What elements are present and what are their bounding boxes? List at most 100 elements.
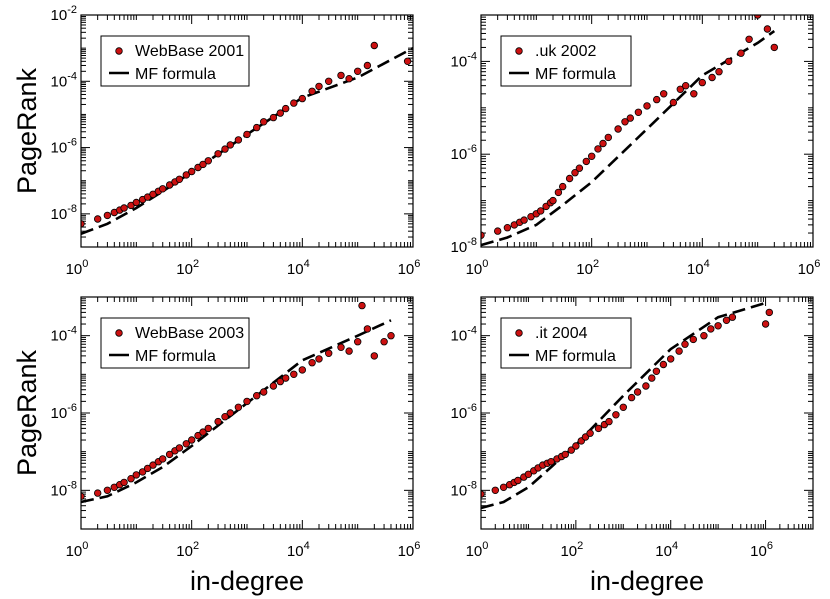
- data-point: [234, 136, 243, 144]
- data-point: [594, 145, 602, 153]
- data-point: [290, 99, 298, 107]
- legend: WebBase 2003 MF formula: [100, 317, 250, 369]
- y-tick-label: 10-8: [451, 236, 477, 256]
- data-point: [298, 366, 306, 374]
- data-point: [120, 204, 128, 212]
- legend: .it 2004 MF formula: [500, 317, 632, 369]
- data-point: [221, 413, 229, 421]
- data-point: [403, 57, 412, 65]
- data-point: [370, 41, 378, 50]
- data-point: [520, 216, 528, 224]
- legend-box: [100, 35, 250, 87]
- data-point: [226, 409, 234, 417]
- data-point: [537, 207, 545, 215]
- data-point: [290, 370, 298, 378]
- data-point: [315, 82, 323, 91]
- data-point: [503, 223, 512, 232]
- data-point: [627, 393, 636, 402]
- data-point: [765, 308, 773, 317]
- data-point: [715, 67, 723, 76]
- data-point: [165, 450, 174, 459]
- x-tick-label: 100: [66, 258, 89, 278]
- data-point: [770, 43, 778, 52]
- panel-bottom-right: 100 102 104 106 10-8 10-6 10-4 .it 2004 MF formu…: [451, 296, 814, 560]
- x-tick-label: 106: [750, 540, 773, 560]
- legend-label-data: WebBase 2003: [135, 325, 244, 342]
- data-point: [612, 411, 620, 419]
- data-point: [698, 78, 706, 87]
- data-point: [514, 476, 522, 485]
- data-point: [605, 417, 613, 426]
- mf-formula-line: [81, 46, 413, 236]
- data-point: [325, 77, 333, 85]
- y-tick-label: 10-4: [451, 325, 477, 345]
- data-point: [614, 125, 622, 133]
- data-point: [325, 349, 333, 357]
- data-point: [626, 114, 634, 122]
- data-point: [81, 220, 85, 228]
- data-point: [282, 374, 290, 382]
- data-point: [494, 227, 502, 235]
- data-point: [354, 67, 362, 75]
- data-point: [561, 450, 569, 459]
- data-point: [363, 325, 372, 333]
- data-point: [345, 74, 353, 83]
- data-point: [132, 198, 140, 207]
- data-point: [260, 118, 268, 126]
- data-point: [120, 478, 128, 487]
- x-tick-label: 104: [287, 540, 310, 560]
- data-point: [681, 340, 689, 348]
- legend: .uk 2002 MF formula: [500, 35, 632, 87]
- plot-area: [481, 301, 773, 510]
- data-point: [633, 388, 642, 396]
- data-point: [648, 374, 656, 382]
- data-point: [588, 152, 596, 160]
- plot-frame: [480, 296, 814, 530]
- plot-frame: [480, 14, 814, 248]
- data-point: [642, 382, 650, 390]
- data-point: [554, 188, 563, 197]
- x-axis-title-left: in-degree: [190, 566, 304, 596]
- y-tick-label: 10-6: [51, 137, 77, 157]
- data-point: [370, 352, 378, 360]
- data-point: [660, 90, 668, 98]
- data-point: [143, 464, 152, 473]
- x-tick-label: 102: [560, 540, 583, 560]
- data-point: [282, 104, 290, 113]
- y-tick-label: 10-4: [51, 325, 77, 345]
- data-point: [337, 71, 345, 80]
- data-point: [253, 392, 261, 400]
- legend-marker: [515, 329, 523, 337]
- data-point: [199, 428, 207, 436]
- x-tick-label: 104: [687, 258, 710, 278]
- data-point: [158, 455, 167, 463]
- y-tick-label: 10-6: [51, 402, 77, 422]
- legend-label-data: .uk 2002: [535, 43, 596, 60]
- data-point: [358, 301, 366, 310]
- data-point: [234, 403, 243, 411]
- data-point: [182, 440, 190, 448]
- data-point: [226, 141, 234, 149]
- data-point: [214, 150, 222, 158]
- data-point: [194, 431, 202, 440]
- data-point: [708, 73, 716, 82]
- data-point: [315, 355, 323, 363]
- x-axis-title-right: in-degree: [590, 566, 704, 596]
- legend-box: [100, 317, 250, 369]
- axis-ticks: [80, 14, 414, 248]
- data-point: [363, 61, 372, 70]
- x-tick-label: 106: [398, 258, 421, 278]
- data-point: [491, 486, 499, 494]
- data-point: [722, 316, 731, 324]
- y-tick-label: 10-6: [451, 402, 477, 422]
- data-point: [158, 185, 167, 193]
- data-point: [214, 417, 222, 426]
- data-point: [149, 461, 157, 469]
- y-tick-label: 10-6: [451, 143, 477, 163]
- legend-marker: [115, 47, 123, 55]
- x-tick-label: 100: [466, 258, 489, 278]
- data-point: [103, 211, 112, 220]
- data-point: [745, 35, 753, 43]
- data-point: [138, 468, 147, 476]
